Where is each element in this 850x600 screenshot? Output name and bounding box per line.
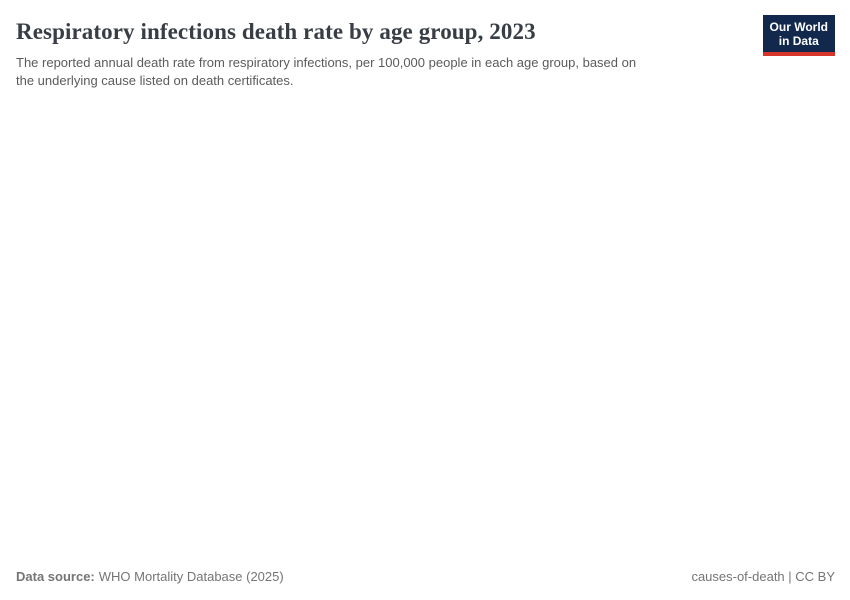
data-source-line[interactable]: Data source: WHO Mortality Database (2025… bbox=[16, 569, 284, 585]
chart-subtitle: The reported annual death rate from resp… bbox=[16, 54, 637, 88]
data-source-label: Data source: bbox=[16, 569, 95, 584]
chart-header: Respiratory infections death rate by age… bbox=[16, 15, 835, 90]
owid-logo-line1: Our World bbox=[769, 20, 828, 34]
owid-logo[interactable]: Our World in Data bbox=[762, 15, 835, 57]
chart-footer: Data source: WHO Mortality Database (2025… bbox=[16, 569, 835, 585]
chart-title: Respiratory infections death rate by age… bbox=[16, 19, 536, 44]
chart-header-text: Respiratory infections death rate by age… bbox=[16, 15, 763, 90]
chart-plot-area bbox=[16, 89, 835, 569]
owid-logo-line2: in Data bbox=[778, 34, 819, 49]
license-note[interactable]: causes-of-death | CC BY bbox=[691, 569, 835, 584]
data-source-value: WHO Mortality Database (2025) bbox=[98, 569, 284, 584]
